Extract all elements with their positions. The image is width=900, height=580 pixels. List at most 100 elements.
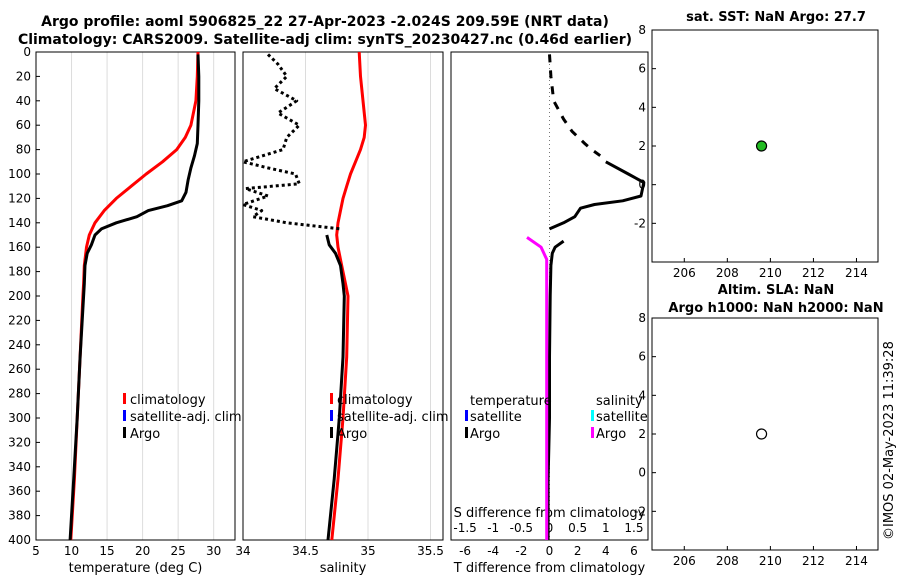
sst-x-tick-label: 212 [802, 266, 825, 280]
sst-x-tick-label: 206 [673, 266, 696, 280]
figure-title-line-2: Climatology: CARS2009. Satellite-adj cli… [17, 32, 633, 48]
sal-legend-swatch [330, 393, 333, 404]
diff-axis-label: T difference from climatology [453, 561, 646, 576]
temp-tick-label: 25 [171, 544, 186, 558]
diff-s-tick-label: 0.5 [568, 521, 587, 535]
diff-legend-s-label: satellite [596, 410, 648, 425]
sla-y-tick-label: 8 [638, 311, 646, 325]
depth-tick-label: 0 [23, 45, 31, 59]
sal-series-argo [241, 53, 341, 231]
diff-legend-t-label: Argo [470, 427, 500, 442]
sla-y-tick-label: 0 [638, 466, 646, 480]
sal-legend-label: climatology [337, 393, 413, 408]
sst-x-tick-label: 210 [759, 266, 782, 280]
temp-legend-label: Argo [130, 427, 160, 442]
sal-tick-label: 34 [235, 544, 250, 558]
depth-tick-label: 220 [8, 313, 31, 327]
diff-legend-t-title: temperature [470, 394, 552, 409]
depth-tick-label: 360 [8, 484, 31, 498]
diff-s-tick-label: 1 [602, 521, 610, 535]
sal-tick-label: 35.5 [417, 544, 444, 558]
diff-legend-t-swatch [465, 410, 468, 421]
depth-tick-label: 40 [16, 94, 31, 108]
temp-legend-label: satellite-adj. clim [130, 410, 242, 425]
temp-legend-swatch [123, 427, 126, 438]
sal-panel-frame [242, 51, 444, 541]
temp-tick-label: 15 [99, 544, 114, 558]
diff-t-tick-label: -4 [487, 544, 499, 558]
depth-tick-label: 380 [8, 509, 31, 523]
depth-tick-label: 260 [8, 362, 31, 376]
temp-panel-frame [35, 51, 236, 541]
sla-panel-title-2: Argo h1000: NaN h2000: NaN [668, 301, 884, 316]
sst-y-tick-label: 2 [638, 139, 646, 153]
diff-legend-s-swatch [591, 427, 594, 438]
sst-y-tick-label: 0 [638, 178, 646, 192]
sst-y-tick-label: 6 [638, 62, 646, 76]
diff-legend-s-swatch [591, 410, 594, 421]
depth-tick-label: 100 [8, 167, 31, 181]
sla-y-tick-label: 6 [638, 350, 646, 364]
sla-y-tick-label: 4 [638, 388, 646, 402]
temp-tick-label: 30 [206, 544, 221, 558]
temp-tick-label: 10 [64, 544, 79, 558]
sal-tick-label: 35 [360, 544, 375, 558]
diff-series-t-argo [548, 54, 602, 157]
temp-tick-label: 5 [32, 544, 40, 558]
depth-tick-label: 80 [16, 143, 31, 157]
sal-series-climatology [330, 51, 367, 541]
sst-y-tick-label: -2 [634, 216, 646, 230]
sst-marker [755, 140, 768, 152]
temp-legend-swatch [123, 393, 126, 404]
diff-series-t-argo [548, 160, 646, 231]
temp-legend-swatch [123, 410, 126, 421]
sst-y-tick-label: 4 [638, 100, 646, 114]
depth-tick-label: 120 [8, 191, 31, 205]
diff-t-tick-label: 2 [574, 544, 582, 558]
diff-legend-t-swatch [465, 427, 468, 438]
diff-s-tick-label: -1.5 [453, 521, 476, 535]
diff-t-tick-label: 4 [602, 544, 610, 558]
diff-s-tick-label: -0.5 [510, 521, 533, 535]
depth-tick-label: 240 [8, 338, 31, 352]
depth-tick-label: 200 [8, 289, 31, 303]
sst-x-tick-label: 214 [845, 266, 868, 280]
sst-y-tick-label: 8 [638, 23, 646, 37]
sal-legend-label: satellite-adj. clim [337, 410, 449, 425]
figure-title-line-1: Argo profile: aoml 5906825_22 27-Apr-202… [41, 14, 609, 30]
depth-tick-label: 280 [8, 387, 31, 401]
sst-x-tick-label: 208 [716, 266, 739, 280]
sst-panel-title: sat. SST: NaN Argo: 27.7 [686, 10, 866, 25]
sal-legend-swatch [330, 410, 333, 421]
diff-s-axis-label: S difference from climatology [454, 506, 646, 521]
temp-axis-label: temperature (deg C) [69, 561, 203, 576]
sla-x-tick-label: 212 [802, 554, 825, 568]
temp-legend-label: climatology [130, 393, 206, 408]
diff-legend-t-label: satellite [470, 410, 522, 425]
sla-x-tick-label: 206 [673, 554, 696, 568]
diff-series-t-argo [546, 239, 565, 540]
diff-t-tick-label: 0 [546, 544, 554, 558]
temp-series-climatology [69, 51, 200, 541]
diff-t-tick-label: -2 [515, 544, 527, 558]
sal-tick-label: 34.5 [292, 544, 319, 558]
sla-marker [755, 428, 768, 440]
depth-tick-label: 320 [8, 435, 31, 449]
depth-tick-label: 160 [8, 240, 31, 254]
sal-series-argo [325, 234, 346, 541]
depth-tick-label: 180 [8, 265, 31, 279]
sla-x-tick-label: 210 [759, 554, 782, 568]
sal-legend-swatch [330, 427, 333, 438]
depth-tick-label: 20 [16, 69, 31, 83]
temp-tick-label: 20 [135, 544, 150, 558]
diff-legend-s-label: Argo [596, 427, 626, 442]
diff-t-tick-label: -6 [459, 544, 471, 558]
diff-legend-s-title: salinity [596, 394, 643, 409]
sla-y-tick-label: 2 [638, 427, 646, 441]
sal-legend-label: Argo [337, 427, 367, 442]
sla-x-tick-label: 208 [716, 554, 739, 568]
diff-series-s-argo [526, 236, 549, 540]
depth-tick-label: 60 [16, 118, 31, 132]
sla-y-tick-label: -2 [634, 504, 646, 518]
